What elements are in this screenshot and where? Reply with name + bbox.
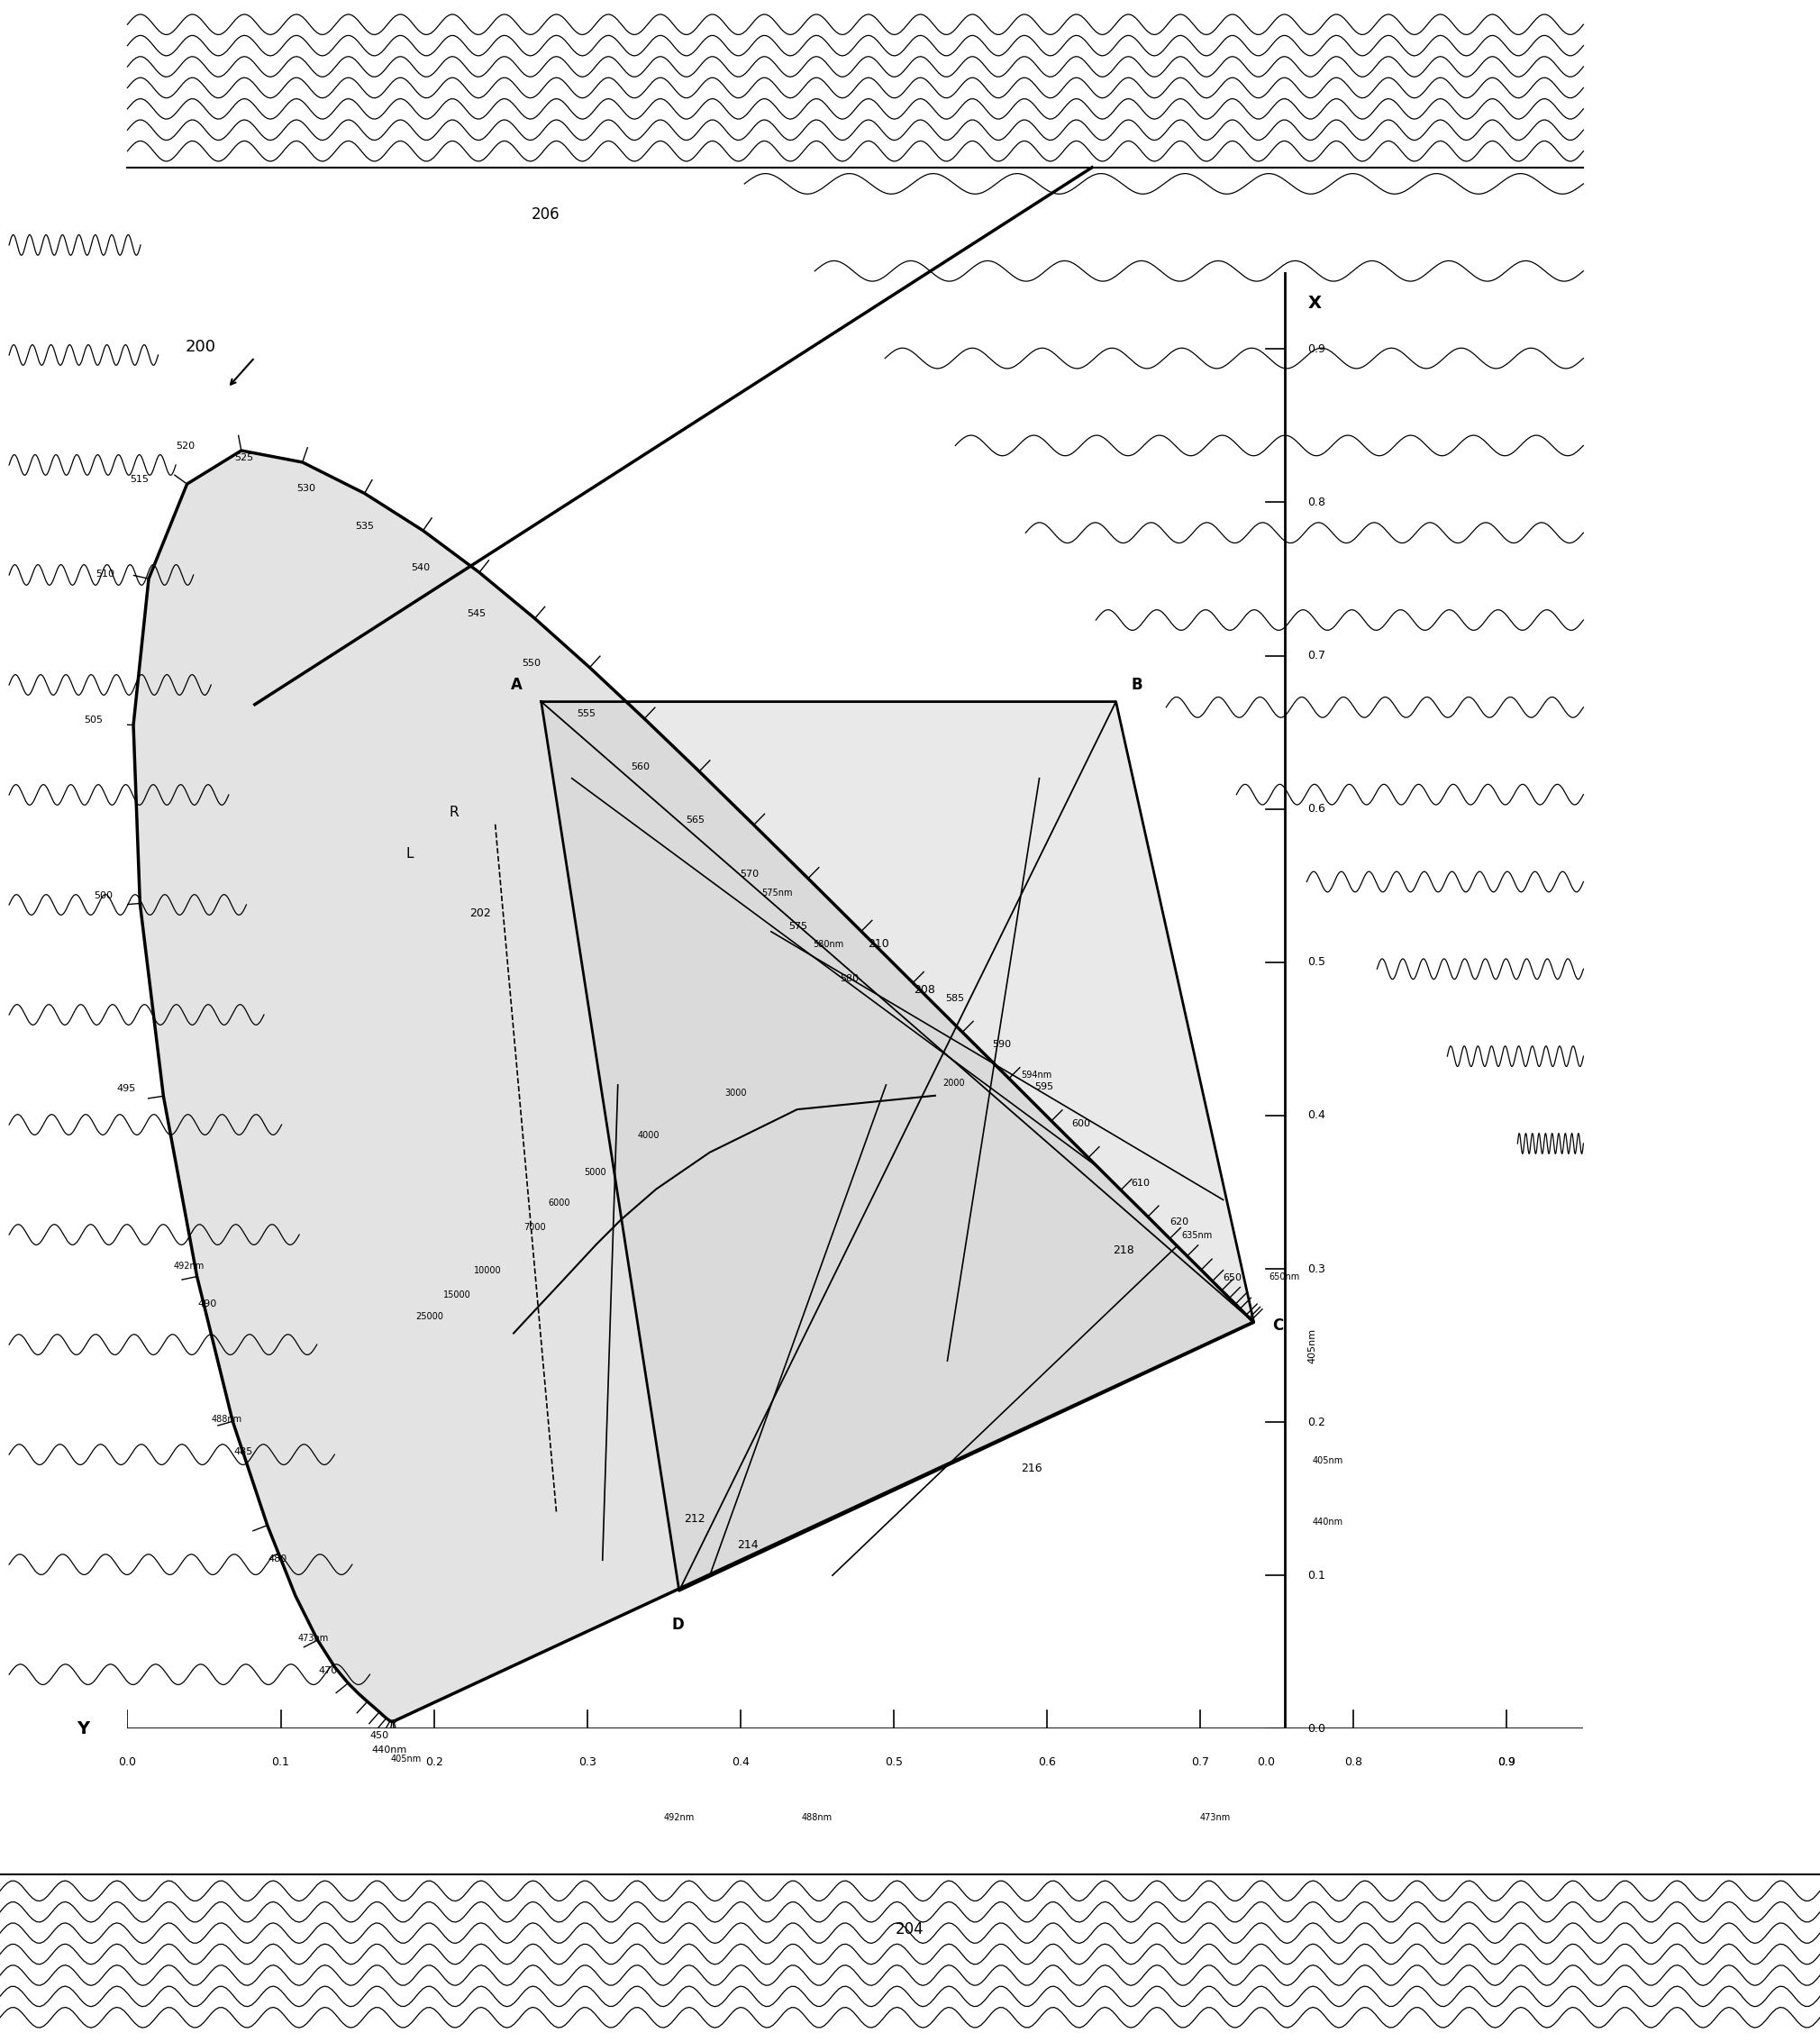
Text: 0.7: 0.7 <box>1192 1756 1208 1768</box>
Polygon shape <box>133 451 1254 1721</box>
Text: 488nm: 488nm <box>211 1415 242 1423</box>
Text: 200: 200 <box>186 339 215 355</box>
Text: 565: 565 <box>686 817 704 825</box>
Text: 0.1: 0.1 <box>271 1756 289 1768</box>
Text: 0.9: 0.9 <box>1498 1756 1516 1768</box>
Text: L: L <box>406 847 413 862</box>
Text: X: X <box>1307 294 1321 312</box>
Text: 15000: 15000 <box>442 1291 471 1299</box>
Text: 206: 206 <box>531 206 561 223</box>
Text: 0.9: 0.9 <box>1307 343 1325 355</box>
Text: 495: 495 <box>116 1084 136 1092</box>
Text: 555: 555 <box>577 709 595 719</box>
Text: 2000: 2000 <box>943 1078 965 1088</box>
Text: 575: 575 <box>788 923 808 931</box>
Text: 6000: 6000 <box>548 1199 571 1207</box>
Text: 530: 530 <box>297 484 315 494</box>
Text: 473nm: 473nm <box>298 1634 329 1644</box>
Text: 7000: 7000 <box>524 1223 546 1231</box>
Text: 0.8: 0.8 <box>1307 496 1325 508</box>
Text: 600: 600 <box>1072 1119 1090 1129</box>
Text: 0.0: 0.0 <box>1307 1723 1325 1734</box>
Text: 440nm: 440nm <box>1312 1517 1343 1525</box>
Text: 0.5: 0.5 <box>885 1756 903 1768</box>
Text: 488nm: 488nm <box>803 1813 832 1821</box>
Text: 0.3: 0.3 <box>1307 1264 1325 1274</box>
Text: 520: 520 <box>177 441 195 451</box>
Text: R: R <box>450 807 459 819</box>
Text: 0.2: 0.2 <box>426 1756 442 1768</box>
Text: 216: 216 <box>1021 1462 1043 1474</box>
Text: 450: 450 <box>369 1732 389 1740</box>
Text: 610: 610 <box>1130 1178 1150 1188</box>
Text: 535: 535 <box>355 521 373 531</box>
Text: 0.0: 0.0 <box>1258 1756 1276 1768</box>
Text: 580: 580 <box>841 974 859 982</box>
Text: 405nm: 405nm <box>391 1754 422 1764</box>
Text: 505: 505 <box>84 717 102 725</box>
Text: 0.7: 0.7 <box>1307 649 1325 662</box>
Text: 4000: 4000 <box>637 1131 659 1139</box>
Text: 595: 595 <box>1034 1082 1054 1092</box>
Text: 570: 570 <box>741 870 759 878</box>
Text: 635nm: 635nm <box>1181 1231 1212 1239</box>
Text: D: D <box>672 1617 684 1634</box>
Text: 0.8: 0.8 <box>1345 1756 1363 1768</box>
Text: 218: 218 <box>1112 1244 1134 1256</box>
Text: 585: 585 <box>945 994 965 1003</box>
Text: 440nm: 440nm <box>371 1746 408 1754</box>
Text: 0.9: 0.9 <box>1498 1756 1516 1768</box>
Text: 0.4: 0.4 <box>732 1756 750 1768</box>
Text: 0.2: 0.2 <box>1307 1417 1325 1427</box>
Text: 545: 545 <box>466 609 486 619</box>
Text: 480: 480 <box>268 1554 288 1564</box>
Text: 590: 590 <box>992 1039 1010 1050</box>
Text: 10000: 10000 <box>473 1266 501 1274</box>
Text: 204: 204 <box>895 1922 925 1938</box>
Text: 0.0: 0.0 <box>118 1756 136 1768</box>
Polygon shape <box>541 702 1254 1591</box>
Text: 3000: 3000 <box>724 1088 746 1097</box>
Text: 210: 210 <box>868 937 890 950</box>
Text: 490: 490 <box>198 1299 217 1309</box>
Text: C: C <box>1272 1317 1283 1333</box>
Text: Y: Y <box>76 1719 89 1738</box>
Text: B: B <box>1132 676 1143 692</box>
Text: 202: 202 <box>470 907 491 919</box>
Text: 492nm: 492nm <box>173 1262 204 1270</box>
Text: 405nm: 405nm <box>1307 1327 1316 1364</box>
Text: 405nm: 405nm <box>1312 1456 1343 1464</box>
Text: 0.4: 0.4 <box>1307 1109 1325 1121</box>
Text: 515: 515 <box>129 476 149 484</box>
Text: 212: 212 <box>684 1513 704 1525</box>
Text: 5000: 5000 <box>584 1168 606 1176</box>
Text: 0.6: 0.6 <box>1307 803 1325 815</box>
Text: 25000: 25000 <box>415 1311 444 1321</box>
Text: 620: 620 <box>1170 1217 1188 1227</box>
Text: 470: 470 <box>318 1666 337 1674</box>
Text: 575nm: 575nm <box>761 888 792 898</box>
Text: 214: 214 <box>737 1540 759 1550</box>
Text: 485: 485 <box>233 1448 253 1456</box>
Text: 500: 500 <box>93 890 113 901</box>
Text: 492nm: 492nm <box>664 1813 695 1821</box>
Text: 560: 560 <box>632 762 650 772</box>
Text: A: A <box>511 676 522 692</box>
Text: 650: 650 <box>1223 1274 1241 1282</box>
Text: 0.6: 0.6 <box>1037 1756 1056 1768</box>
Text: 0.5: 0.5 <box>1307 956 1325 968</box>
Text: 594nm: 594nm <box>1021 1070 1052 1080</box>
Text: 525: 525 <box>235 453 253 461</box>
Text: 0.1: 0.1 <box>1307 1570 1325 1581</box>
Text: 208: 208 <box>914 984 935 996</box>
Text: 550: 550 <box>522 658 541 668</box>
Text: 473nm: 473nm <box>1199 1813 1230 1821</box>
Text: 510: 510 <box>96 570 115 578</box>
Text: 650nm: 650nm <box>1269 1272 1299 1280</box>
Text: 580nm: 580nm <box>814 939 844 950</box>
Text: 0.3: 0.3 <box>579 1756 597 1768</box>
Text: 540: 540 <box>411 564 430 572</box>
